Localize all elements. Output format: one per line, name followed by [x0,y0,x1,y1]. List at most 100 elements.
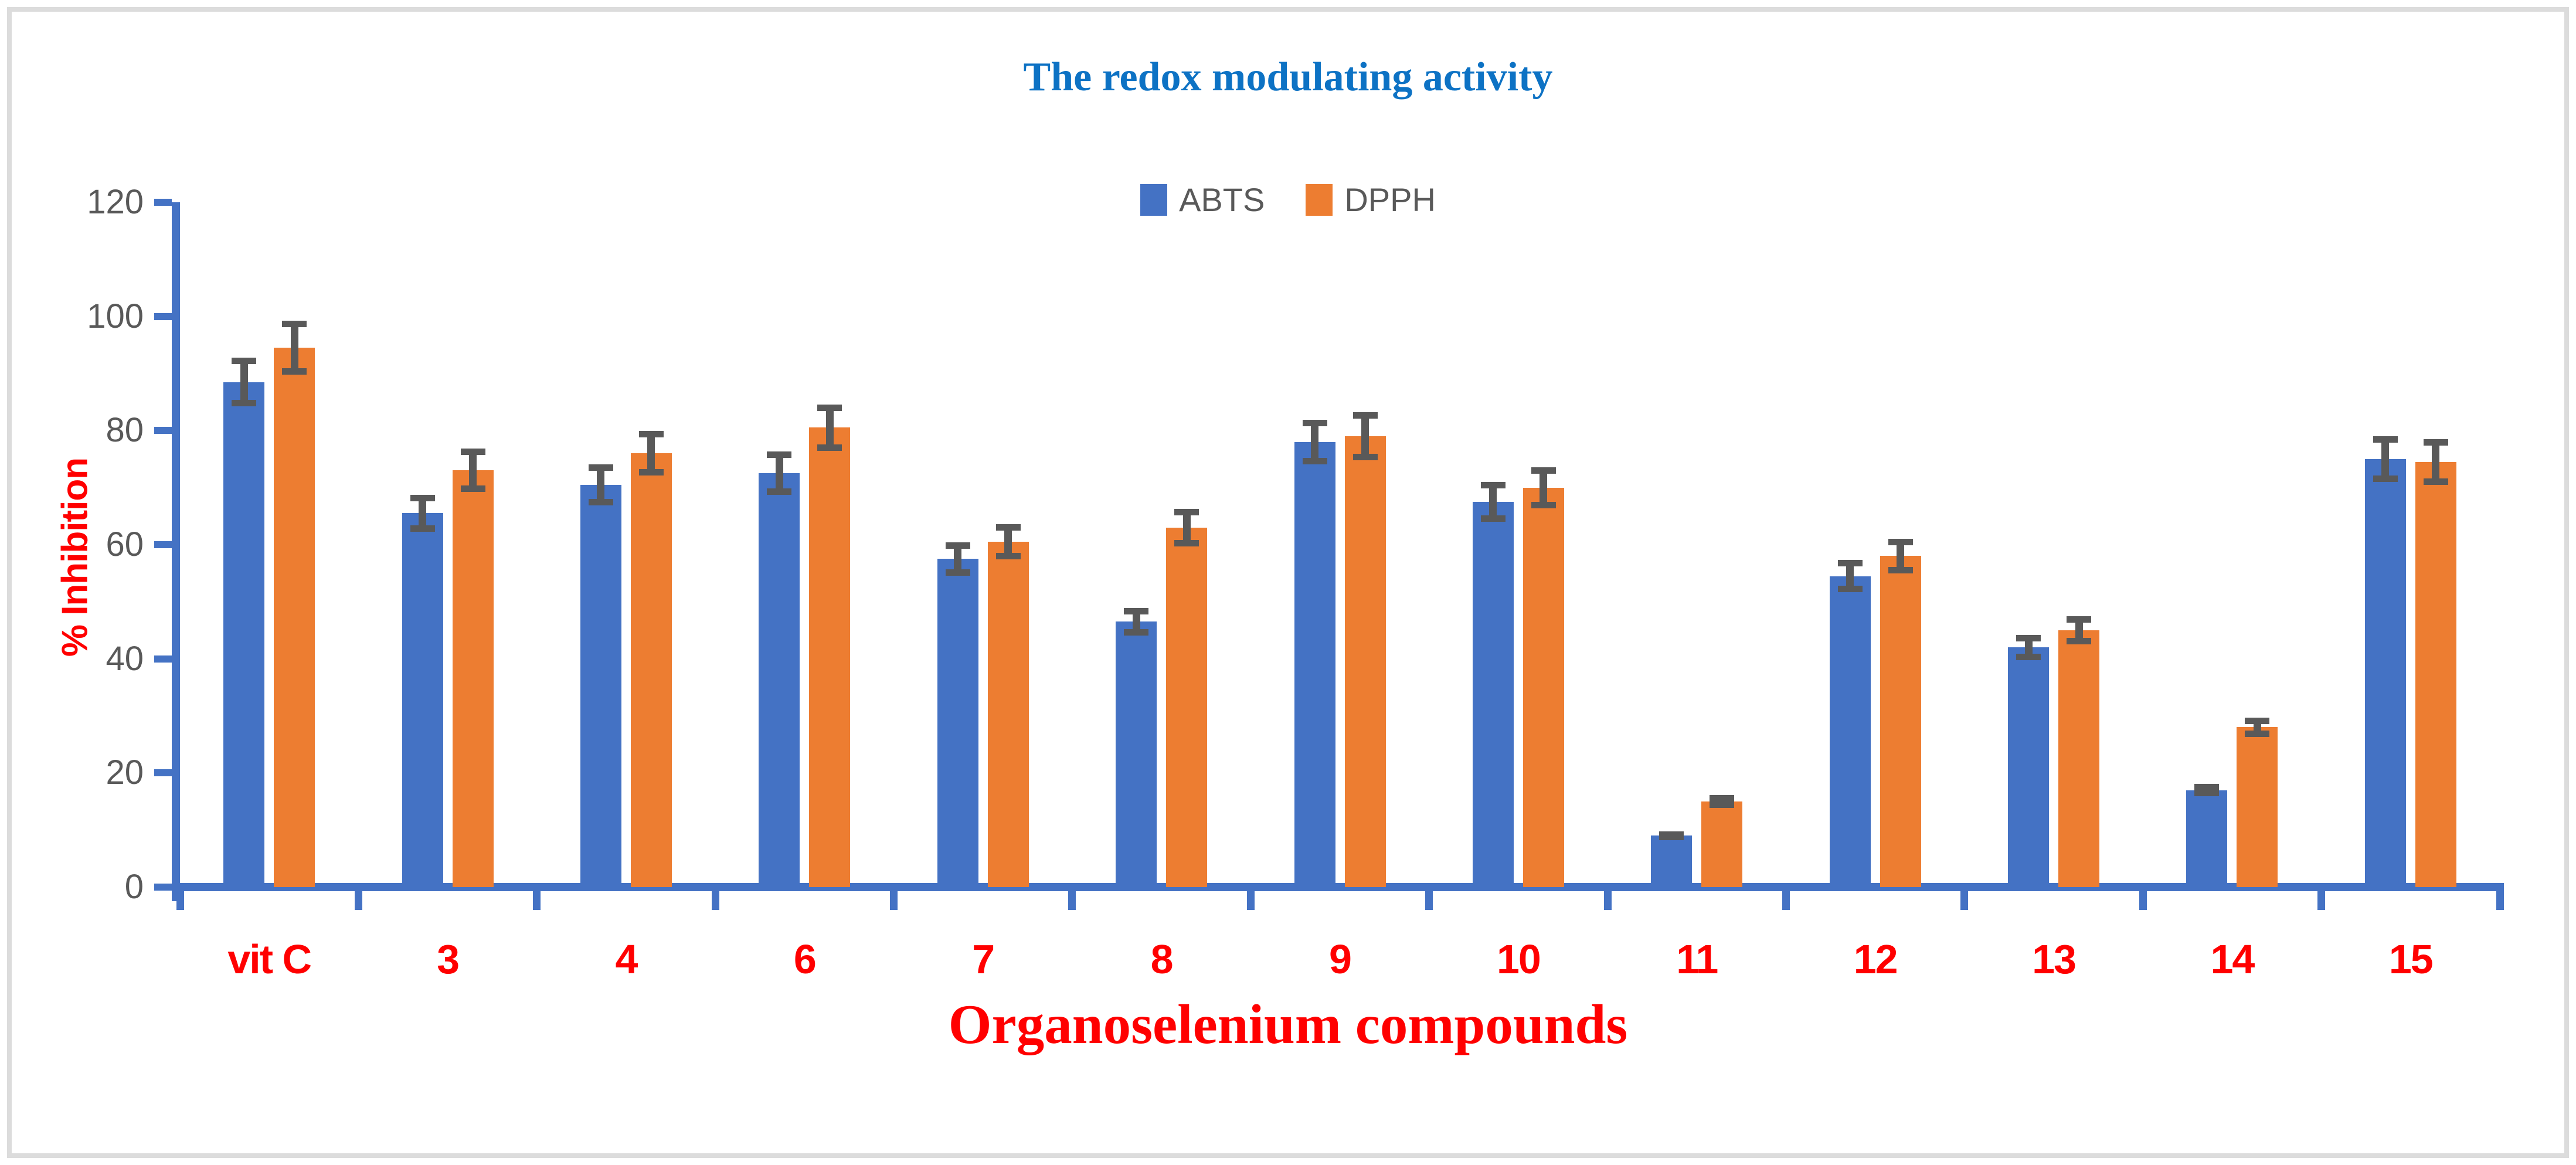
error-bar-cap-bottom [2245,731,2270,737]
y-tick [154,199,172,206]
x-tick [711,883,719,910]
category-label: 3 [437,936,460,982]
bar-dpph [274,321,315,887]
bar-dpph [452,449,494,887]
y-tick-label: 0 [124,868,144,906]
plot-area [180,202,2500,887]
error-bar-cap-bottom [232,400,257,407]
error-bar-cap-top [945,542,970,549]
category-label: 9 [1329,936,1352,982]
error-bar-line [825,404,834,451]
error-bar-line [2381,436,2390,482]
error-bar-line [597,464,605,505]
bar-dpph [809,404,851,887]
bar-abts [1651,831,1693,887]
category-label: 8 [1150,936,1174,982]
y-tick-label: 60 [106,525,144,563]
error-bar-cap-bottom [2067,638,2092,645]
x-tick [533,883,541,910]
error-bar-cap-top [1531,467,1556,474]
category-label: 4 [615,936,638,982]
error-bar-line [775,451,783,495]
error-bar-cap-top [2067,616,2092,623]
bar-abts [402,495,443,887]
bar-group-9 [1250,202,1429,887]
error-bar-cap-top [638,431,664,438]
error-bar-line [647,431,655,476]
legend-label: ABTS [1179,181,1265,218]
error-bar-cap-top [1302,419,1327,426]
error-bar-cap-top [995,524,1021,531]
category-label: 7 [972,936,995,982]
error-bar-cap-top [232,357,257,364]
bar-group-10 [1429,202,1608,887]
error-bar-line [469,449,477,493]
bar-group-6 [715,202,893,887]
category-label: 15 [2388,936,2434,982]
error-bar-cap-top [767,451,792,458]
x-tick [354,883,362,910]
y-tick [154,655,172,663]
error-bar-cap-bottom [1659,834,1684,841]
category-label: vit C [227,936,312,982]
legend-swatch-dpph [1306,184,1333,216]
x-axis-title: Organoselenium compounds [948,993,1628,1055]
error-bar-line [419,495,427,532]
y-tick-label: 100 [87,297,144,335]
error-bar-line [1489,481,1497,522]
bar-dpph [2237,717,2278,887]
y-tick-label: 40 [106,639,144,678]
bar-group-12 [1786,202,1965,887]
x-tick [2496,883,2504,910]
error-bar-line [1846,560,1854,592]
bar-dpph [2058,616,2100,887]
bar-group-14 [2143,202,2321,887]
error-bar-line [1311,419,1319,464]
error-bar-cap-bottom [817,444,842,451]
bar-dpph [1344,412,1386,887]
error-bar-cap-bottom [2373,475,2398,482]
bar-group-15 [2322,202,2500,887]
error-bar-cap-bottom [1837,585,1863,592]
error-bar-cap-top [2194,783,2220,790]
bar-abts [580,464,621,887]
y-tick [154,313,172,320]
error-bar-cap-top [2373,436,2398,443]
error-bar-line [1540,467,1548,508]
y-tick [154,427,172,434]
error-bar-cap-bottom [995,553,1021,560]
error-bar-line [1004,524,1012,560]
error-bar-cap-bottom [1480,515,1506,522]
error-bar-cap-bottom [1174,539,1199,546]
error-bar-cap-top [282,321,307,328]
error-bar-line [1182,508,1191,546]
error-bar-cap-top [1174,508,1199,515]
bar-abts [223,357,265,887]
error-bar-line [2432,439,2440,485]
error-bar-cap-bottom [1888,566,1913,573]
chart-figure: The redox modulating activity ABTS DPPH %… [7,7,2569,1158]
bar-dpph [1166,508,1208,887]
bar-dpph [987,524,1029,887]
bar-dpph [1523,467,1564,887]
x-tick [176,883,184,910]
error-bar-cap-top [1352,412,1378,419]
bar-abts [1116,608,1157,887]
error-bar-cap-top [588,464,613,471]
x-tick [1782,883,1790,910]
bar-dpph [2415,439,2456,887]
legend: ABTS DPPH [12,181,2564,219]
x-tick [1960,883,1969,910]
bar-abts [1472,481,1514,887]
bar-abts [2186,783,2228,887]
error-bar-cap-bottom [1302,457,1327,464]
error-bar-line [1897,539,1905,573]
error-bar-cap-top [1710,795,1735,802]
error-bar-cap-top [2423,439,2448,446]
bar-dpph [1880,539,1921,887]
error-bar-cap-top [1888,539,1913,546]
legend-item-abts: ABTS [1140,181,1265,219]
error-bar-cap-bottom [1124,629,1149,636]
category-label: 14 [2210,936,2255,982]
legend-label: DPPH [1344,181,1436,218]
